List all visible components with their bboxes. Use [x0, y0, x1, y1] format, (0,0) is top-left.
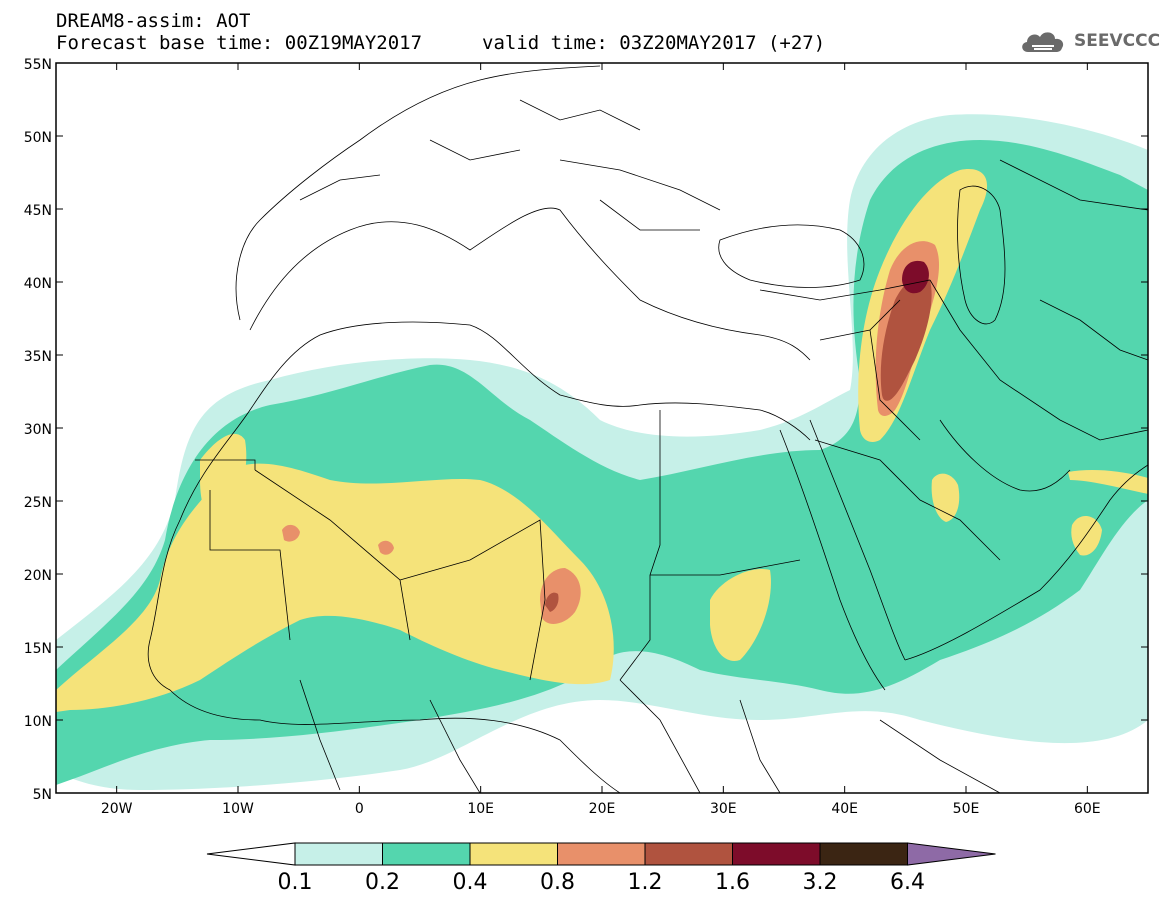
cloud-icon — [1022, 32, 1064, 52]
colorbar-box — [732, 842, 821, 866]
border-niger-chad — [399, 519, 546, 681]
lat-tick-label: 55N — [24, 57, 52, 73]
colorbar-label: 3.2 — [803, 870, 838, 895]
colorbar-label: 0.1 — [278, 870, 313, 895]
colorbar-label: 0.2 — [365, 870, 400, 895]
colorbar-box — [469, 842, 558, 866]
colorbar-label: 0.4 — [453, 870, 488, 895]
aot-level-1-6-iraq — [902, 260, 929, 294]
aot-level-0-4-sudan — [710, 569, 771, 661]
aot-field — [56, 114, 1148, 791]
seevccc-logo: SEEVCCC — [1018, 26, 1161, 56]
border-algeria-mali — [254, 469, 411, 641]
colorbar-label: 1.6 — [715, 870, 750, 895]
colorbar-box — [294, 842, 383, 866]
lat-tick-label: 5N — [33, 787, 52, 803]
aot-level-1-2-chad — [545, 592, 559, 612]
longitude-axis: 20W 10W 0 10E 20E 30E 40E 50E 60E — [101, 63, 1101, 817]
coastline-africa-north — [149, 321, 811, 641]
aot-level-0-4-gulf — [1068, 470, 1148, 494]
aot-level-0-4-west — [200, 433, 247, 523]
border-turkey — [759, 279, 931, 301]
lat-tick-label: 45N — [24, 203, 52, 219]
aot-level-0-4 — [56, 463, 614, 712]
lat-tick-label: 25N — [24, 495, 52, 511]
colorbar-label: 6.4 — [890, 870, 925, 895]
red-sea — [779, 419, 906, 691]
aot-level-1-2-iraq — [880, 276, 932, 401]
lon-tick-label: 40E — [831, 801, 858, 817]
aot-level-0-8-niger — [378, 540, 394, 555]
border-europe-1 — [299, 99, 641, 201]
europe-coast — [235, 65, 601, 321]
lat-tick-label: 20N — [24, 568, 52, 584]
lat-tick-label: 50N — [24, 130, 52, 146]
border-central-asia — [999, 159, 1148, 361]
logo-text: SEEVCCC — [1074, 31, 1161, 51]
black-sea — [718, 224, 865, 288]
border-iraq-syria — [819, 299, 921, 441]
lat-tick-label: 40N — [24, 276, 52, 292]
colorbar-box — [557, 842, 646, 866]
colorbar-high-arrow — [907, 842, 996, 866]
aot-level-0-8-mali — [282, 524, 300, 542]
border-europe-2 — [559, 159, 721, 231]
border-libya-egypt — [649, 410, 661, 576]
caspian-sea — [957, 185, 1006, 325]
lon-tick-label: 60E — [1074, 801, 1101, 817]
colorbar-low-arrow — [206, 842, 296, 866]
aot-level-0-4-oman — [1071, 515, 1102, 556]
latitude-axis: 55N 50N 45N 40N 35N 30N 25N 20N 15N 10N 5N — [24, 57, 1148, 803]
country-borders — [147, 65, 1148, 793]
lat-tick-label: 35N — [24, 349, 52, 365]
lon-tick-label: 20W — [101, 801, 133, 817]
forecast-base-time: Forecast base time: 00Z19MAY2017 — [56, 32, 423, 54]
lat-tick-label: 30N — [24, 422, 52, 438]
border-sudan — [619, 559, 801, 681]
lon-tick-label: 50E — [953, 801, 980, 817]
persian-gulf — [939, 419, 1071, 492]
lat-tick-label: 15N — [24, 641, 52, 657]
map-title: DREAM8-assim: AOT — [56, 10, 251, 32]
arabian-coast — [904, 464, 1148, 661]
valid-time: valid time: 03Z20MAY2017 (+27) — [482, 32, 826, 54]
coastline-west-africa — [147, 639, 621, 793]
lon-tick-label: 10E — [467, 801, 494, 817]
aot-level-0-4-saudi — [931, 473, 960, 522]
lon-tick-label: 20E — [589, 801, 616, 817]
border-mauritania — [195, 459, 291, 641]
border-iran — [929, 279, 1148, 441]
lat-tick-label: 10N — [24, 714, 52, 730]
colorbar: 0.1 0.2 0.4 0.8 1.2 1.6 3.2 6.4 — [206, 842, 996, 895]
border-saudi — [814, 439, 1001, 561]
colorbar-label: 1.2 — [628, 870, 663, 895]
colorbar-box — [819, 842, 908, 866]
colorbar-box — [644, 842, 733, 866]
lon-tick-label: 30E — [710, 801, 737, 817]
mediterranean-north — [249, 207, 811, 361]
colorbar-label: 0.8 — [540, 870, 575, 895]
colorbar-box — [382, 842, 471, 866]
border-africa-south — [299, 679, 1001, 793]
lon-tick-label: 0 — [355, 801, 364, 817]
lon-tick-label: 10W — [222, 801, 254, 817]
